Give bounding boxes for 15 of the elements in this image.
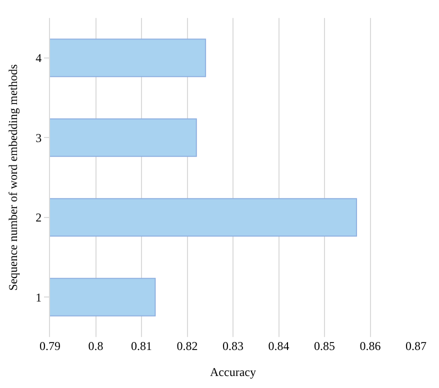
y-tick-label: 2 (36, 210, 42, 225)
x-tick-label: 0.84 (268, 339, 290, 353)
y-tick-label: 4 (36, 51, 42, 66)
y-tick-label: 3 (36, 130, 42, 145)
x-tick-label: 0.8 (88, 339, 104, 353)
x-tick-label: 0.86 (360, 339, 381, 353)
x-tick-label: 0.83 (222, 339, 244, 353)
x-tick-label: 0.79 (40, 339, 60, 353)
x-tick-label: 0.85 (314, 339, 335, 353)
x-tick-label: 0.87 (406, 339, 426, 353)
x-tick-label: 0.82 (176, 339, 198, 353)
y-tick-label: 1 (36, 290, 42, 304)
x-axis-title: Accuracy (210, 364, 256, 379)
y-axis-title: Sequence number of word embedding methods (6, 64, 20, 291)
x-tick-label: 0.81 (131, 339, 152, 353)
